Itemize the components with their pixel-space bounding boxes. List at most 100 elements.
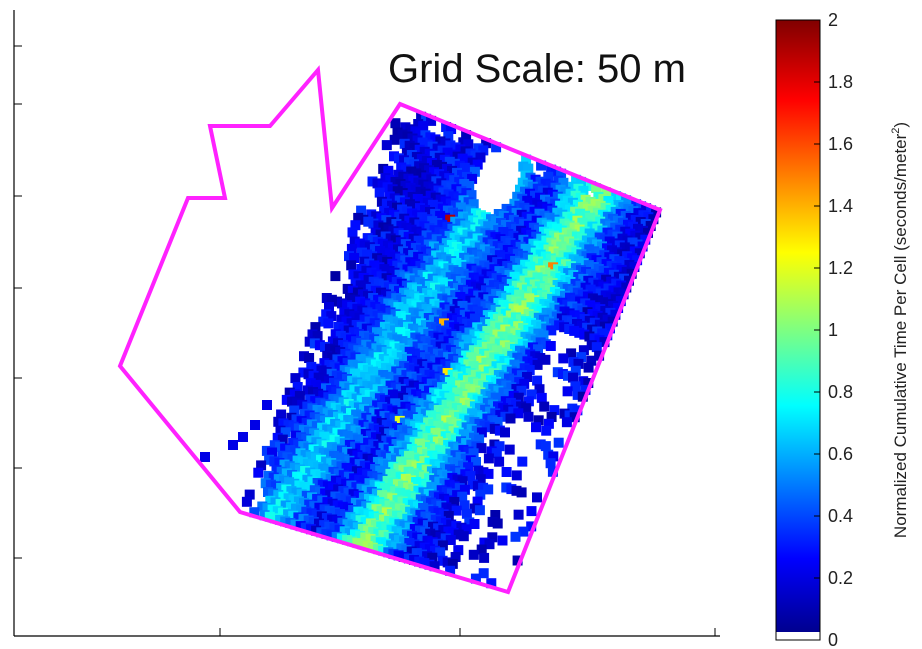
heatmap-cell: [339, 526, 350, 537]
heatmap-cell: [453, 355, 464, 366]
heatmap-cell: [493, 401, 503, 412]
heatmap-cell: [346, 260, 357, 271]
heatmap-cell: [375, 465, 386, 476]
heatmap-cell: [396, 368, 407, 379]
heatmap-cell: [357, 363, 368, 374]
heatmap-cell: [336, 388, 347, 399]
heatmap-cell: [293, 496, 304, 507]
heatmap-cell: [381, 419, 392, 430]
heatmap-cell: [411, 389, 422, 400]
heatmap-cell: [458, 357, 469, 368]
heatmap-cell: [459, 397, 470, 408]
heatmap-cell: [438, 438, 448, 449]
heatmap-cell: [353, 271, 364, 282]
heatmap-cell: [368, 511, 379, 522]
heatmap-cell: [618, 289, 629, 300]
heatmap-cell: [441, 415, 452, 426]
heatmap-cell: [579, 314, 590, 324]
heatmap-cell: [407, 428, 418, 439]
heatmap-cell: [549, 302, 560, 313]
heatmap-cell: [632, 255, 643, 266]
heatmap-cell: [415, 422, 426, 433]
heatmap-cell: [625, 228, 636, 239]
heatmap-cell: [364, 258, 375, 269]
heatmap-cell: [432, 467, 442, 478]
heatmap-cell: [435, 516, 446, 527]
heatmap-cell: [422, 197, 433, 208]
heatmap-cell: [433, 523, 444, 534]
heatmap-cell: [389, 267, 400, 278]
heatmap-cell: [543, 244, 554, 255]
heatmap-cell: [380, 467, 391, 478]
heatmap-cell: [523, 411, 534, 422]
heatmap-cell: [296, 416, 307, 427]
heatmap-cell: [486, 343, 497, 354]
heatmap-cell: [415, 494, 426, 505]
heatmap-cell: [386, 540, 397, 551]
heatmap-cell: [503, 389, 514, 400]
heatmap-cell: [444, 304, 455, 315]
heatmap-cell: [322, 481, 333, 492]
heatmap-cell: [453, 545, 464, 556]
heatmap-cell: [275, 425, 286, 436]
heatmap-cell: [378, 442, 389, 453]
heatmap-cell: [498, 371, 509, 382]
heatmap-cell: [643, 227, 653, 238]
heatmap-cell: [299, 482, 310, 492]
heatmap-cell: [406, 282, 417, 293]
heatmap-cell: [442, 368, 453, 378]
heatmap-cell: [447, 457, 458, 468]
heatmap-cell: [448, 528, 459, 538]
heatmap-cell: [475, 403, 485, 414]
heatmap-cell: [423, 329, 434, 339]
heatmap-cell: [386, 364, 397, 375]
heatmap-cell: [486, 446, 497, 457]
heatmap-cell: [543, 418, 554, 429]
heatmap-cell: [446, 256, 457, 267]
heatmap-cell: [297, 473, 308, 484]
heatmap-cell: [404, 522, 415, 533]
heatmap-cell: [411, 226, 422, 237]
heatmap-cell: [479, 420, 490, 431]
heatmap-cell: [325, 489, 336, 500]
heatmap-cell: [379, 337, 390, 348]
heatmap-cell: [389, 517, 400, 528]
heatmap-cell: [326, 385, 337, 395]
heatmap-cell: [228, 440, 238, 450]
heatmap-cell: [481, 138, 492, 149]
heatmap-cell: [387, 405, 398, 416]
heatmap-cell: [413, 325, 424, 336]
heatmap-cell: [334, 524, 345, 535]
heatmap-cell: [407, 515, 418, 526]
heatmap-cell: [459, 413, 470, 424]
heatmap-cell: [381, 346, 392, 357]
heatmap-cell: [311, 509, 322, 520]
heatmap-cell: [279, 459, 290, 470]
heatmap-cell: [418, 327, 429, 338]
heatmap-cell: [578, 376, 589, 387]
heatmap-cell: [437, 453, 448, 464]
heatmap-cell: [436, 500, 447, 511]
heatmap-cell: [559, 408, 570, 419]
heatmap-cell: [337, 429, 348, 440]
heatmap-cell: [365, 430, 376, 441]
heatmap-cell: [358, 420, 369, 431]
heatmap-cell: [415, 406, 426, 417]
heatmap-cell: [395, 400, 406, 410]
heatmap-cell: [401, 353, 412, 364]
heatmap-cell: [349, 368, 360, 379]
heatmap-cell: [621, 195, 632, 206]
heatmap-cell: [533, 344, 543, 355]
heatmap-cell: [401, 222, 412, 233]
heatmap-cell: [478, 467, 489, 478]
heatmap-cell: [337, 356, 348, 367]
heatmap-cell: [459, 500, 470, 511]
heatmap-cell: [447, 472, 458, 483]
heatmap-cell: [303, 369, 314, 380]
heatmap-cell: [357, 305, 368, 316]
heatmap-cell: [330, 418, 341, 429]
heatmap-cell: [302, 385, 313, 396]
heatmap-cell: [600, 290, 611, 301]
heatmap-cell: [549, 318, 559, 329]
heatmap-cell: [323, 449, 334, 460]
